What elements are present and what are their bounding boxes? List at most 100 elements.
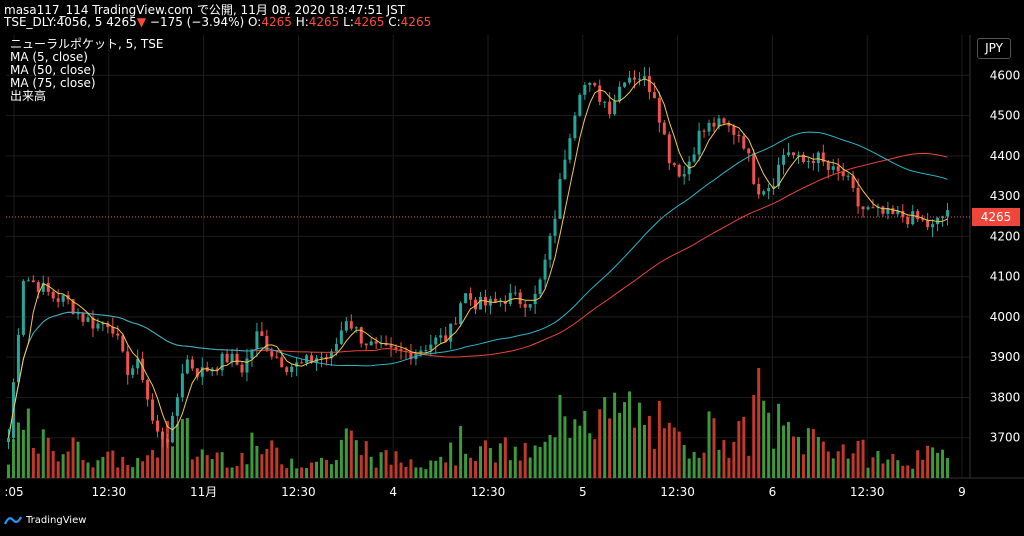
volume-bar	[652, 448, 656, 478]
candle-body	[121, 335, 125, 352]
candle-body	[722, 118, 726, 124]
volume-bar	[707, 411, 711, 478]
volume-bar	[16, 422, 20, 478]
candle-body	[662, 122, 666, 135]
candle-body	[677, 164, 681, 177]
volume-bar	[131, 467, 135, 478]
candle-body	[682, 174, 686, 177]
volume-bar	[474, 461, 478, 478]
volume-bar	[936, 452, 940, 478]
candle-body	[911, 211, 915, 225]
volume-bar	[906, 465, 910, 478]
volume-bar	[374, 467, 378, 478]
candle-body	[349, 321, 353, 329]
volume-bar	[796, 436, 800, 478]
close-label: C:	[388, 15, 401, 29]
volume-bar	[339, 439, 343, 478]
volume-bar	[642, 425, 646, 478]
volume-bar	[836, 451, 840, 478]
volume-bar	[772, 448, 776, 478]
x-tick-label: 12:30	[471, 485, 506, 499]
volume-bar	[334, 460, 338, 478]
candle-body	[508, 292, 512, 304]
candle-body	[742, 136, 746, 149]
candle-body	[583, 84, 587, 95]
volume-bar	[230, 467, 234, 478]
candle-body	[324, 357, 328, 359]
footer[interactable]: TradingView	[4, 514, 86, 526]
candle-body	[6, 437, 10, 442]
candle-body	[459, 303, 463, 324]
candle-body	[175, 397, 179, 416]
ma50-line	[8, 131, 948, 438]
volume-bar	[180, 419, 184, 478]
quote-line: TSE_DLY:4056, 5 4265▼ −175 (−3.94%) O:42…	[4, 15, 431, 29]
volume-bar	[195, 456, 199, 478]
candle-body	[71, 299, 75, 315]
volume-bar	[831, 458, 835, 478]
volume-bar	[76, 441, 80, 478]
candle-body	[498, 301, 502, 303]
candle-body	[409, 351, 413, 360]
candle-body	[200, 367, 204, 377]
candle-body	[563, 159, 567, 180]
volume-bar	[305, 467, 309, 478]
volume-bar	[717, 449, 721, 478]
candle-body	[513, 292, 517, 294]
candle-body	[464, 293, 468, 304]
x-tick-label: 12:30	[281, 485, 316, 499]
candle-body	[598, 85, 602, 102]
candle-body	[260, 331, 264, 336]
candle-body	[657, 98, 661, 123]
candle-body	[389, 345, 393, 348]
volume-bar	[344, 428, 348, 478]
candle-body	[419, 350, 423, 353]
volume-bar	[444, 462, 448, 478]
volume-bar	[911, 468, 915, 478]
volume-bar	[200, 449, 204, 478]
candle-body	[752, 153, 756, 184]
volume-bar	[687, 458, 691, 478]
volume-bar	[633, 427, 637, 478]
open-label: O:	[248, 15, 262, 29]
y-tick-label: 4000	[990, 310, 1021, 324]
candle-body	[866, 207, 870, 210]
candle-body	[146, 380, 150, 400]
currency-button[interactable]: JPY	[977, 38, 1011, 59]
candle-body	[916, 211, 920, 220]
candle-body	[344, 321, 348, 331]
candle-body	[255, 331, 259, 350]
x-tick-label: 12:30	[660, 485, 695, 499]
high-label: H:	[295, 15, 309, 29]
candle-body	[295, 362, 299, 367]
candle-body	[96, 323, 100, 329]
volume-bar	[295, 468, 299, 478]
volume-bar	[409, 459, 413, 478]
candle-body	[603, 101, 607, 103]
volume-bar	[265, 448, 269, 478]
candle-body	[359, 327, 363, 344]
volume-bar	[931, 447, 935, 478]
candle-body	[543, 259, 547, 280]
candle-body	[906, 217, 910, 225]
volume-bar	[732, 441, 736, 478]
volume-bar	[275, 447, 279, 478]
volume-bar	[384, 450, 388, 478]
volume-bar	[190, 459, 194, 478]
volume-bar	[116, 467, 120, 478]
candle-body	[185, 359, 189, 374]
volume-bar	[141, 461, 145, 478]
y-tick-label: 4500	[990, 109, 1021, 123]
volume-bar	[926, 445, 930, 478]
candle-body	[667, 134, 671, 164]
candle-body	[329, 351, 333, 359]
volume-bar	[359, 455, 363, 478]
candle-body	[692, 154, 696, 162]
volume-bar	[315, 461, 319, 478]
tradingview-logo-icon	[4, 516, 22, 525]
candle-body	[796, 154, 800, 156]
volume-bar	[608, 418, 612, 478]
candle-body	[861, 206, 865, 210]
candle-body	[116, 333, 120, 336]
